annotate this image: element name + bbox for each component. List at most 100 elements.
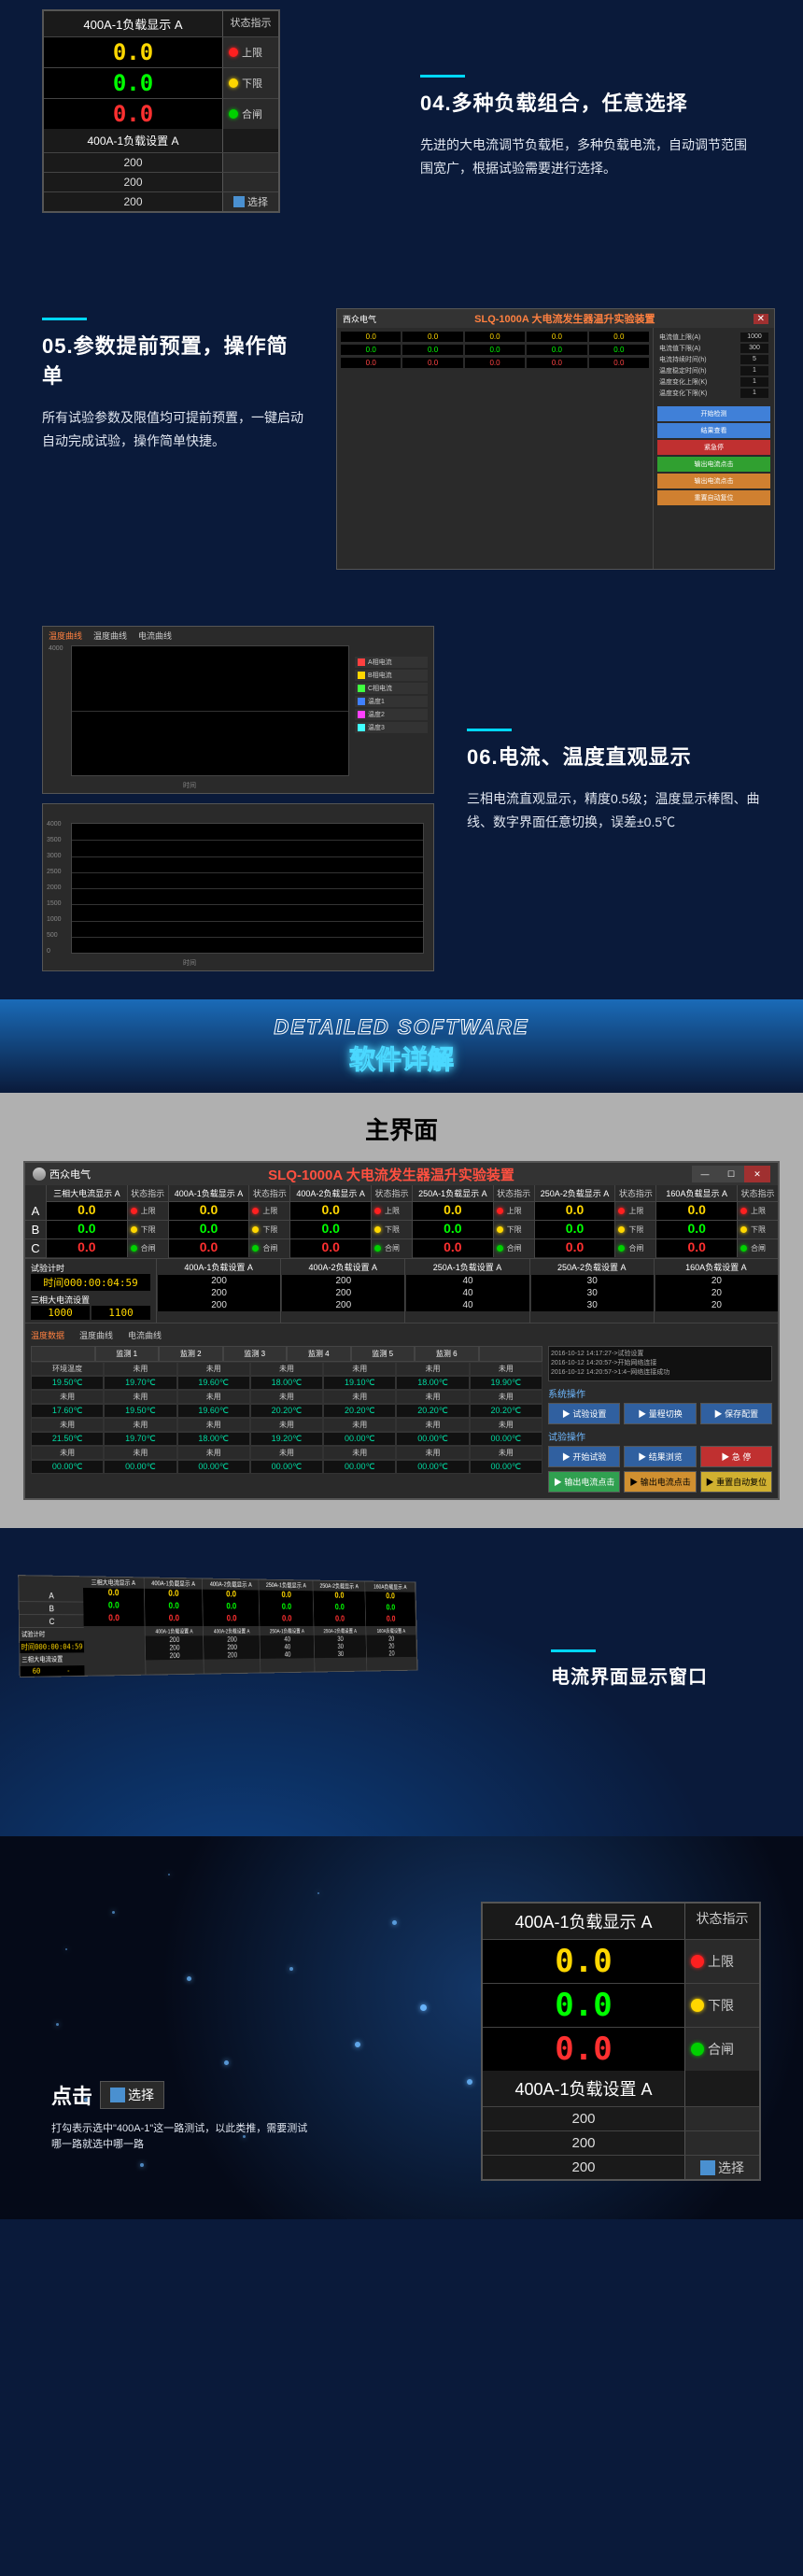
load-panel-400a-1: 400A-1负载显示 A 状态指示 0.0 上限 0.0 下限 0.0 合闸 4… [42, 9, 280, 213]
value-c: 0.0 [44, 99, 222, 129]
temperature-grid: 监测 1监测 2监测 3监测 4监测 5监测 6环境温度19.50℃未用19.7… [31, 1346, 542, 1493]
sys-button[interactable]: ▶ 量程切换 [624, 1403, 696, 1424]
chart-panel-bottom: 40003500300025002000150010005000 时间 [42, 803, 434, 971]
test-button[interactable]: ▶ 输出电流点击 [548, 1471, 620, 1493]
test-button[interactable]: ▶ 开始试验 [548, 1446, 620, 1467]
brand-logo: 西众电气 [33, 1167, 91, 1182]
section-06-text: 06.电流、温度直观显示 三相电流直观显示，精度0.5级；温度显示棒图、曲线、数… [467, 729, 766, 834]
window-title: SLQ-1000A 大电流发生器温升实验装置 [91, 1165, 692, 1184]
divider [420, 75, 465, 78]
test-button[interactable]: ▶ 结果浏览 [624, 1446, 696, 1467]
control-panel: 2016-10-12 14:17:27->试验设置2016-10-12 14:2… [548, 1346, 772, 1493]
main-screenshot: 西众电气 SLQ-1000A 大电流发生器温升实验装置 — ☐ ✕ ABC三相大… [23, 1161, 780, 1500]
phase-panel: 三相大电流显示 A状态指示0.0上限0.0下限0.0合闸 [46, 1185, 168, 1258]
setting-2[interactable]: 200 [483, 2131, 684, 2155]
close-icon[interactable]: ✕ [754, 314, 768, 324]
legend-item: B相电流 [355, 670, 428, 681]
chart-canvas-2 [71, 823, 424, 954]
test-button[interactable]: ▶ 输出电流点击 [624, 1471, 696, 1493]
tab-temp-data[interactable]: 温度数据 [31, 1329, 64, 1341]
tab-temp-curve[interactable]: 温度曲线 [79, 1329, 113, 1341]
divider [551, 1649, 596, 1652]
panel-title: 400A-1负载显示 A [483, 1904, 684, 1939]
test-button[interactable]: ▶ 急 停 [700, 1446, 772, 1467]
software-screenshot-05: 西众电气 SLQ-1000A 大电流发生器温升实验装置 ✕ 0.00.00.00… [336, 308, 775, 570]
tab-current-curve[interactable]: 电流曲线 [138, 630, 172, 642]
select-button[interactable]: 选择 [684, 2156, 759, 2179]
sys-button[interactable]: ▶ 试验设置 [548, 1403, 620, 1424]
reset-button[interactable]: 重置自动复位 [657, 490, 770, 505]
chart-legend: A相电流B相电流C相电流温度1温度2温度3 [355, 655, 428, 735]
value-a: 0.0 [483, 1940, 684, 1983]
phase-panel: 160A负载显示 A状态指示0.0上限0.0下限0.0合闸 [655, 1185, 778, 1258]
log-box: 2016-10-12 14:17:27->试验设置2016-10-12 14:2… [548, 1346, 772, 1381]
current-display-text: 电流界面显示窗口 [551, 1649, 756, 1706]
click-select-section: 400A-1负载显示 A 状态指示 0.0 上限 0.0 下限 0.0 合闸 4… [0, 1836, 803, 2219]
current-display-section: ABC试验计时时间000:00:04:59三相大电流设置60-三相大电流显示 A… [0, 1528, 803, 1836]
timer-settings-row: 试验计时时间000:00:04:59 三相大电流设置 10001100400A-… [25, 1258, 778, 1323]
legend-item: 温度1 [355, 696, 428, 707]
click-description: 打勾表示选中"400A-1"这一路测试，以此类推，需要测试哪一路就选中哪一路 [51, 2121, 313, 2154]
section-04-text: 04.多种负载组合，任意选择 先进的大电流调节负载柜，多种负载电流，自动调节范围… [420, 75, 756, 180]
tab-temp-data[interactable]: 温度曲线 [49, 630, 82, 642]
test-button[interactable]: ▶ 重置自动复位 [700, 1471, 772, 1493]
setting-3[interactable]: 200 [44, 192, 222, 211]
section-06: 温度曲线 温度曲线 电流曲线 A相电流B相电流C相电流温度1温度2温度3 400… [0, 607, 803, 999]
start-button[interactable]: 开始检测 [657, 406, 770, 421]
main-interface-title: 主界面 [23, 1111, 780, 1146]
section-04: 400A-1负载显示 A 状态指示 0.0 上限 0.0 下限 0.0 合闸 4… [0, 0, 803, 280]
select-button[interactable]: 选择 [222, 192, 278, 211]
value-c: 0.0 [483, 2028, 684, 2071]
setting-1[interactable]: 200 [483, 2107, 684, 2130]
perspective-panel: ABC试验计时时间000:00:04:59三相大电流设置60-三相大电流显示 A… [18, 1575, 417, 1677]
emergency-button[interactable]: 紧急停 [657, 440, 770, 455]
status-header: 状态指示 [684, 1904, 759, 1939]
test-op-title: 试验操作 [548, 1429, 772, 1443]
select-demo-button[interactable]: 选择 [100, 2081, 164, 2109]
load-panel-400a-1-large: 400A-1负载显示 A 状态指示 0.0 上限 0.0 下限 0.0 合闸 4… [481, 1902, 761, 2181]
setting-1[interactable]: 200 [44, 153, 222, 172]
value-b: 0.0 [483, 1984, 684, 2027]
chart-panel-top: 温度曲线 温度曲线 电流曲线 A相电流B相电流C相电流温度1温度2温度3 400… [42, 626, 434, 794]
minimize-icon[interactable]: — [692, 1166, 718, 1182]
body-04: 先进的大电流调节负载柜，多种负载电流，自动调节范围围宽广，根据试验需要进行选择。 [420, 134, 756, 180]
click-text: 点击 选择 打勾表示选中"400A-1"这一路测试，以此类推，需要测试哪一路就选… [51, 2080, 313, 2154]
temperature-area: 温度数据 温度曲线 电流曲线 监测 1监测 2监测 3监测 4监测 5监测 6环… [25, 1323, 778, 1498]
banner-english: DETAILED SOFTWARE [274, 1015, 528, 1040]
chart-canvas [71, 645, 349, 776]
legend-item: C相电流 [355, 683, 428, 694]
body-05: 所有试验参数及限值均可提前预置，一键启动自动完成试验，操作简单快捷。 [42, 406, 303, 453]
result-button[interactable]: 结果查看 [657, 423, 770, 438]
heading-06: 06.电流、温度直观显示 [467, 741, 766, 771]
right-panel: 电流值上限(A)1000电流值下限(A)300电流持续时间(h)5温度稳定时间(… [653, 328, 774, 569]
chart-area: 温度曲线 温度曲线 电流曲线 A相电流B相电流C相电流温度1温度2温度3 400… [42, 626, 434, 981]
window-title: SLQ-1000A 大电流发生器温升实验装置 [376, 311, 754, 326]
click-label: 点击 [51, 2080, 92, 2110]
output-in-button[interactable]: 输出电流点击 [657, 457, 770, 472]
divider [42, 318, 87, 320]
value-a: 0.0 [44, 37, 222, 67]
sys-button[interactable]: ▶ 保存配置 [700, 1403, 772, 1424]
detailed-software-banner: DETAILED SOFTWARE 软件详解 [0, 999, 803, 1093]
setting-2[interactable]: 200 [44, 173, 222, 191]
legend-item: 温度2 [355, 709, 428, 720]
phase-panel: 250A-2负载显示 A状态指示0.0上限0.0下限0.0合闸 [534, 1185, 656, 1258]
heading-04: 04.多种负载组合，任意选择 [420, 87, 756, 117]
phase-panels-row: ABC三相大电流显示 A状态指示0.0上限0.0下限0.0合闸400A-1负载显… [25, 1185, 778, 1258]
tab-temp-curve[interactable]: 温度曲线 [93, 630, 127, 642]
indicator-lower: 下限 [222, 68, 278, 98]
banner-chinese: 软件详解 [349, 1040, 454, 1077]
output-out-button[interactable]: 输出电流点击 [657, 474, 770, 488]
setting-3[interactable]: 200 [483, 2156, 684, 2179]
tab-current-curve[interactable]: 电流曲线 [128, 1329, 162, 1341]
brand: 西众电气 [343, 313, 376, 325]
setting-title: 400A-1负载设置 A [44, 129, 222, 152]
maximize-icon[interactable]: ☐ [718, 1166, 744, 1182]
close-icon[interactable]: ✕ [744, 1166, 770, 1182]
indicator-lower: 下限 [684, 1984, 759, 2027]
status-header: 状态指示 [222, 11, 278, 36]
section-05-text: 05.参数提前预置，操作简单 所有试验参数及限值均可提前预置，一键启动自动完成试… [42, 318, 303, 453]
divider [467, 729, 512, 731]
setting-title: 400A-1负载设置 A [483, 2071, 684, 2106]
indicator-close: 合闸 [222, 99, 278, 129]
